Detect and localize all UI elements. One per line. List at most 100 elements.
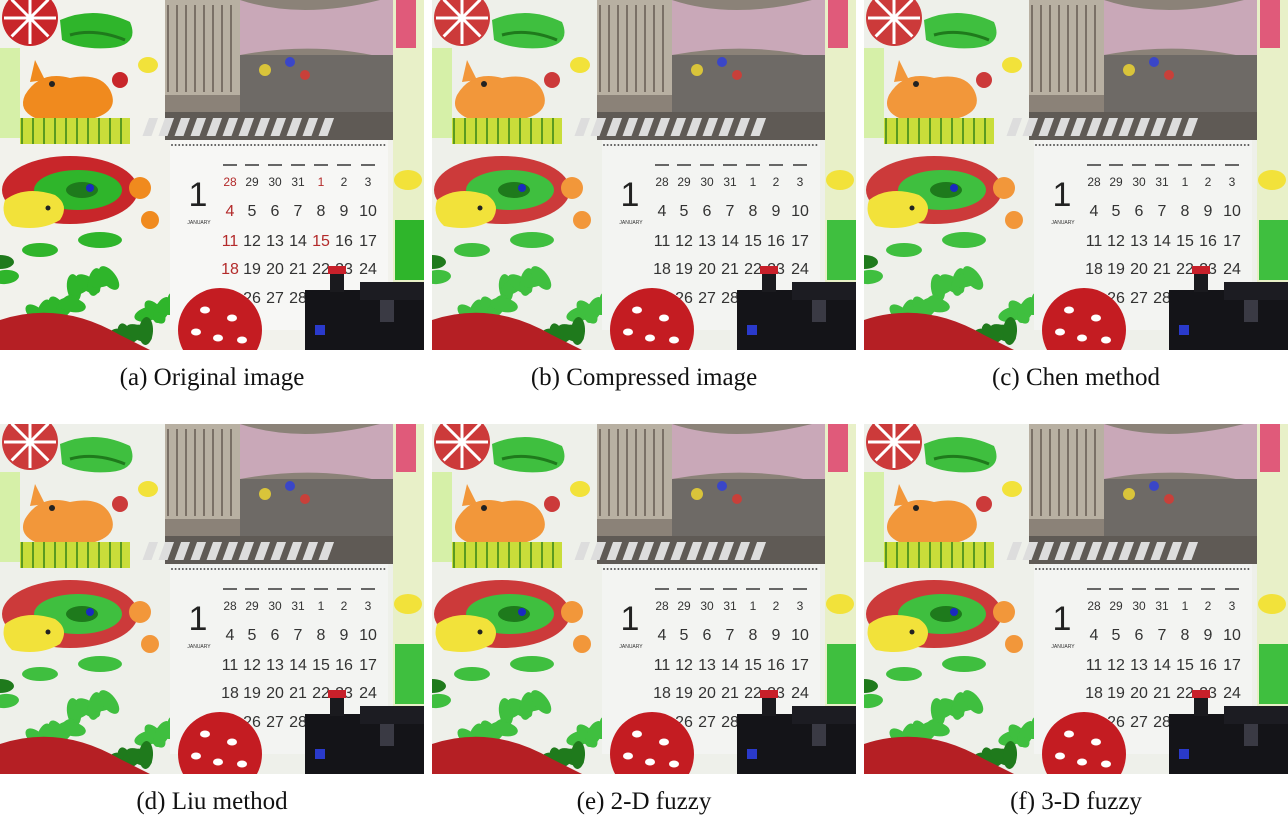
spiral-binding <box>286 568 289 570</box>
spiral-binding <box>1211 568 1214 570</box>
red-flower <box>976 496 992 512</box>
calendar-day: 8 <box>317 203 326 220</box>
blue-umbrella <box>717 481 727 491</box>
train-blue-light <box>747 325 757 335</box>
spiral-binding <box>1150 144 1153 146</box>
spiral-binding <box>311 144 314 146</box>
spiral-binding <box>610 568 613 570</box>
spiral-binding <box>318 144 321 146</box>
weekday-header <box>677 164 691 166</box>
spiral-binding <box>347 144 350 146</box>
train-cab <box>1224 282 1288 300</box>
ball-dot <box>1064 306 1074 314</box>
ball-dot <box>659 314 669 322</box>
calendar-day: 12 <box>243 233 261 250</box>
yellow-umbrella <box>259 488 271 500</box>
spiral-binding <box>1114 568 1117 570</box>
crosswalk-stripe <box>718 542 735 560</box>
crosswalk-stripe <box>670 118 687 136</box>
spiral-binding <box>235 144 238 146</box>
spiral-binding <box>235 568 238 570</box>
right-duck-shape <box>1258 170 1286 190</box>
green-leaf <box>454 667 490 681</box>
spiral-binding <box>289 144 292 146</box>
spiral-binding <box>689 144 692 146</box>
weekday-header <box>291 164 305 166</box>
wheel-spoke <box>874 424 896 444</box>
spiral-binding <box>171 144 173 146</box>
ball-dot <box>213 334 223 342</box>
spiral-binding <box>1060 144 1063 146</box>
spiral-binding <box>1085 144 1088 146</box>
creature-eye <box>477 629 483 635</box>
spiral-binding <box>1215 144 1217 146</box>
spiral-binding <box>768 144 771 146</box>
foliage-leaf <box>864 255 878 269</box>
left-strip <box>0 48 20 138</box>
wheel-spoke <box>28 424 50 444</box>
calendar-day: 31 <box>723 175 737 189</box>
ball-dot <box>237 336 247 344</box>
animal-ear <box>30 60 45 82</box>
spiral-binding <box>703 568 706 570</box>
orange-flower <box>993 177 1015 199</box>
calendar-day: 21 <box>1153 685 1171 702</box>
spiral-binding <box>1236 568 1239 570</box>
spiral-binding <box>1150 568 1153 570</box>
spiral-binding <box>333 144 335 146</box>
crosswalk-stripe <box>734 542 751 560</box>
orange-flower <box>993 601 1015 623</box>
spiral-binding <box>682 568 685 570</box>
spiral-binding <box>1168 144 1171 146</box>
train-window <box>812 300 826 322</box>
crosswalk-stripe <box>158 118 175 136</box>
calendar-day: 10 <box>791 627 809 644</box>
spiral-binding <box>642 568 645 570</box>
red-umbrella <box>732 70 742 80</box>
spiral-binding <box>358 568 361 570</box>
yellow-creature-shape <box>435 191 496 228</box>
crosswalk-stripe <box>654 542 671 560</box>
spiral-binding <box>1207 568 1210 570</box>
spiral-binding <box>729 568 731 570</box>
ball-dot <box>623 752 633 760</box>
spiral-binding <box>1179 568 1181 570</box>
spiral-binding <box>264 144 267 146</box>
spiral-binding <box>613 144 616 146</box>
spiral-binding <box>354 568 357 570</box>
calendar-day: 27 <box>698 714 716 731</box>
crosswalk-stripe <box>174 118 191 136</box>
ball-dot <box>1101 760 1111 768</box>
street <box>1104 55 1257 115</box>
foliage-leaf <box>432 269 451 285</box>
red-flower <box>976 72 992 88</box>
crosswalk-stripe <box>1070 118 1087 136</box>
ball-dot <box>191 752 201 760</box>
crosswalk-stripe <box>1086 542 1103 560</box>
spiral-binding <box>1175 144 1178 146</box>
train-chimney <box>762 696 776 716</box>
spiral-binding <box>246 568 249 570</box>
red-umbrella <box>300 70 310 80</box>
spiral-binding <box>318 568 321 570</box>
spiral-binding <box>1045 144 1048 146</box>
train-window <box>380 300 394 322</box>
bush-line <box>933 454 990 466</box>
spiral-binding <box>754 144 757 146</box>
crosswalk-stripe <box>1118 118 1135 136</box>
spiral-binding <box>203 144 206 146</box>
month-number: 1 <box>1053 176 1072 214</box>
spiral-binding <box>1049 568 1052 570</box>
crosswalk-stripe <box>254 118 271 136</box>
train-blue-light <box>315 325 325 335</box>
calendar-day: 30 <box>700 599 714 613</box>
weekday-header <box>1109 164 1123 166</box>
calendar-day: 1 <box>318 175 325 189</box>
wheel-spoke <box>28 16 50 38</box>
ball-dot <box>1055 328 1065 336</box>
calendar-day: 12 <box>1107 233 1125 250</box>
weekday-header <box>1201 164 1215 166</box>
spiral-binding <box>1096 568 1099 570</box>
crosswalk-stripe <box>190 542 207 560</box>
green-leaf <box>78 232 122 248</box>
